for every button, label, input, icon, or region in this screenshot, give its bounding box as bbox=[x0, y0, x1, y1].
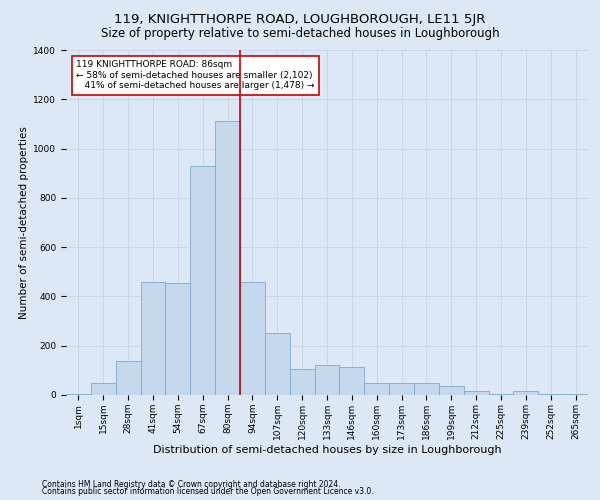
Bar bbox=[314, 366, 340, 395]
Bar bbox=[190, 166, 215, 395]
Bar bbox=[265, 334, 290, 395]
Bar bbox=[116, 360, 140, 395]
Bar bbox=[240, 282, 265, 395]
Y-axis label: Number of semi-detached properties: Number of semi-detached properties bbox=[19, 126, 29, 319]
Text: Contains public sector information licensed under the Open Government Licence v3: Contains public sector information licen… bbox=[42, 488, 374, 496]
Bar bbox=[364, 382, 389, 395]
Bar bbox=[140, 282, 166, 395]
Bar bbox=[66, 394, 91, 395]
Text: 119 KNIGHTTHORPE ROAD: 86sqm
← 58% of semi-detached houses are smaller (2,102)
 : 119 KNIGHTTHORPE ROAD: 86sqm ← 58% of se… bbox=[76, 60, 315, 90]
X-axis label: Distribution of semi-detached houses by size in Loughborough: Distribution of semi-detached houses by … bbox=[152, 444, 502, 454]
Bar bbox=[563, 394, 588, 395]
Bar bbox=[488, 394, 514, 395]
Text: Size of property relative to semi-detached houses in Loughborough: Size of property relative to semi-detach… bbox=[101, 28, 499, 40]
Bar bbox=[290, 369, 314, 395]
Bar bbox=[514, 390, 538, 395]
Text: 119, KNIGHTTHORPE ROAD, LOUGHBOROUGH, LE11 5JR: 119, KNIGHTTHORPE ROAD, LOUGHBOROUGH, LE… bbox=[115, 12, 485, 26]
Bar bbox=[340, 366, 364, 395]
Bar bbox=[464, 390, 488, 395]
Text: Contains HM Land Registry data © Crown copyright and database right 2024.: Contains HM Land Registry data © Crown c… bbox=[42, 480, 341, 489]
Bar bbox=[215, 122, 240, 395]
Bar bbox=[414, 383, 439, 395]
Bar bbox=[439, 386, 464, 395]
Bar bbox=[538, 394, 563, 395]
Bar bbox=[389, 382, 414, 395]
Bar bbox=[91, 382, 116, 395]
Bar bbox=[166, 283, 190, 395]
